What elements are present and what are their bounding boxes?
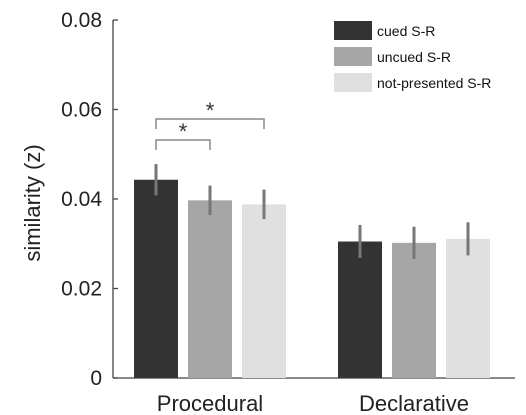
y-tick-label: 0 [90,367,102,390]
bar-group [134,179,490,378]
significance-group: ** [155,98,265,150]
y-tick-label: 0.08 [61,9,102,32]
significance-star: * [179,119,188,144]
bar [188,200,232,378]
bar [338,241,382,378]
legend-swatch [334,21,372,40]
y-tick-label: 0.04 [61,188,102,211]
significance-bracket [155,139,211,150]
chart-axes: 0 0.02 0.04 0.06 0.08 Procedural Declarative [61,9,515,415]
significance-bracket [155,118,265,129]
legend-swatch [334,73,372,92]
x-tick-label: Declarative [359,391,469,415]
bar [446,238,490,378]
bar [134,179,178,378]
legend-swatch [334,47,372,66]
legend: cued S-R uncued S-R not-presented S-R [334,21,491,92]
legend-label: uncued S-R [377,49,451,65]
error-bar-group [154,164,470,259]
legend-label: not-presented S-R [377,75,491,91]
y-tick-label: 0.06 [61,99,102,122]
bar [242,204,286,378]
bar [392,242,436,378]
legend-label: cued S-R [377,23,435,39]
significance-star: * [206,98,215,123]
x-tick-label: Procedural [157,391,263,415]
y-axis-label: similarity (z) [20,144,45,261]
y-tick-label: 0.02 [61,278,102,301]
